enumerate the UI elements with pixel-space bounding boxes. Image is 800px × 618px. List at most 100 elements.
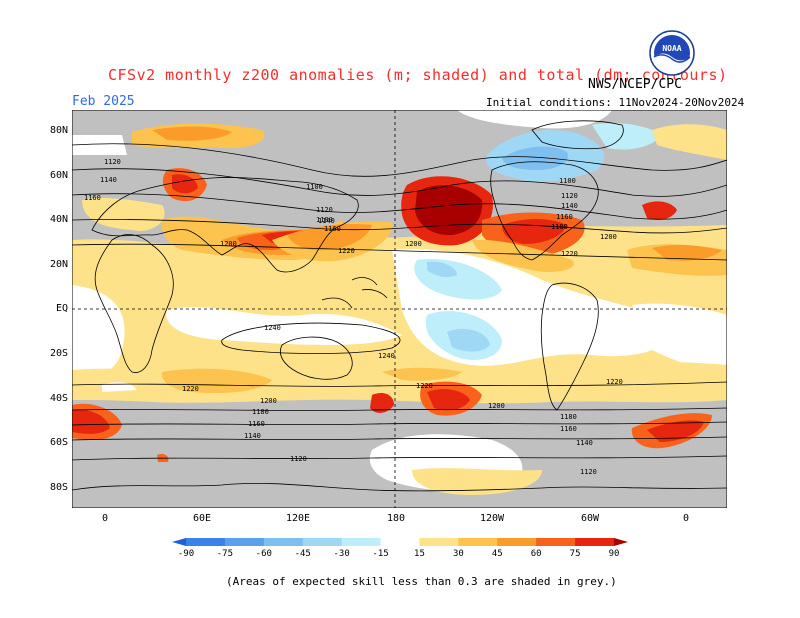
positive-anomaly-75 xyxy=(172,174,198,194)
contour-line xyxy=(72,143,727,177)
colorbar-swatch xyxy=(575,538,615,546)
colorbar-swatch xyxy=(263,538,304,546)
contour-line xyxy=(72,219,727,234)
noaa-logo: NOAA xyxy=(649,30,695,76)
latitude-label: 60N xyxy=(49,169,68,181)
positive-anomaly-75 xyxy=(502,218,567,244)
contour-label: 1220 xyxy=(416,382,433,390)
colorbar-swatch xyxy=(302,538,343,546)
contour-label: 1160 xyxy=(324,225,341,233)
contour-label: 1140 xyxy=(576,439,593,447)
longitude-label: 0 xyxy=(682,513,690,524)
positive-anomaly-75 xyxy=(72,409,110,434)
contour-label: 1200 xyxy=(220,240,237,248)
positive-anomaly-15 xyxy=(652,124,727,160)
antarctica-outline xyxy=(72,482,727,492)
chart-title: CFSv2 monthly z200 anomalies (m; shaded)… xyxy=(108,66,728,84)
agency-label: NWS/NCEP/CPC xyxy=(588,77,682,92)
contour-label: 1100 xyxy=(306,183,323,191)
colorbar-swatch xyxy=(186,538,226,546)
negative-anomaly-15 xyxy=(592,123,662,150)
contour-line xyxy=(221,322,401,354)
greenland-outline xyxy=(531,120,624,150)
colorbar-swatch xyxy=(419,538,459,546)
contour-line xyxy=(72,407,727,411)
colorbar-swatch xyxy=(497,538,537,546)
positive-anomaly-45 xyxy=(287,224,372,251)
colorbar: -90 -75 -60 -45 -30 -15 15 30 45 60 75 90 xyxy=(172,538,628,558)
longitude-label: 120W xyxy=(479,513,505,524)
colorbar-swatch xyxy=(380,538,420,546)
latitude-label: 40S xyxy=(49,392,68,404)
positive-anomaly-15 xyxy=(72,225,727,387)
noaa-logo-text: NOAA xyxy=(662,44,681,53)
longitude-label: 60E xyxy=(192,513,212,524)
noaa-logo-wave xyxy=(654,53,690,72)
contour-label: 1220 xyxy=(606,378,623,386)
latitude-label: 80N xyxy=(49,125,68,136)
coastlines xyxy=(72,120,727,492)
noaa-logo-wave-line xyxy=(653,54,691,63)
colorbar-label: -45 xyxy=(295,549,311,558)
neutral-zone xyxy=(166,307,402,345)
contour-label: 1160 xyxy=(248,420,265,428)
contour-label: 1240 xyxy=(264,324,281,332)
longitude-label: 180 xyxy=(386,513,406,524)
contour-line xyxy=(72,436,727,441)
initial-conditions: Initial conditions: 11Nov2024-20Nov2024 xyxy=(486,96,745,109)
positive-anomaly-45 xyxy=(652,244,722,261)
positive-anomaly-30 xyxy=(161,368,272,394)
contour-labels: 1120 1140 1160 1100 1120 1140 1160 1200 … xyxy=(84,158,623,476)
neutral-zone xyxy=(72,135,127,155)
longitude-label: 60W xyxy=(580,513,600,524)
latitude-label: 60S xyxy=(49,437,68,449)
neutral-zone xyxy=(457,110,612,129)
negative-anomaly-30 xyxy=(427,261,457,278)
footnote: (Areas of expected skill less than 0.3 a… xyxy=(226,575,617,588)
colorbar-label: -15 xyxy=(372,549,388,558)
neutral-zone xyxy=(72,285,125,377)
latitude-label: 20S xyxy=(49,348,68,359)
latitude-label: 40N xyxy=(49,214,68,226)
islands-outline xyxy=(321,277,388,309)
contour-label: 1240 xyxy=(378,352,395,360)
contour-label: 1140 xyxy=(561,202,578,210)
contour-label: 1180 xyxy=(551,223,568,231)
contour-label: 1200 xyxy=(260,397,277,405)
colorbar-label: -30 xyxy=(334,549,350,558)
positive-anomaly-30 xyxy=(382,367,462,381)
colorbar-swatch xyxy=(536,538,576,546)
forecast-month: Feb 2025 xyxy=(72,94,135,109)
neutral-zone xyxy=(632,303,727,371)
eurasia-outline xyxy=(91,177,359,273)
contour-label: 1160 xyxy=(84,194,101,202)
contour-label: 1180 xyxy=(252,408,269,416)
australia-outline xyxy=(280,336,353,380)
positive-anomaly-75 xyxy=(427,389,470,411)
colorbar-label: 60 xyxy=(531,549,542,558)
colorbar-swatch xyxy=(341,538,382,546)
contour-label: 1160 xyxy=(560,425,577,433)
contour-line xyxy=(72,455,727,461)
latitude-label: EQ xyxy=(55,303,68,315)
colorbar-label: 30 xyxy=(453,549,464,558)
positive-anomaly-75 xyxy=(647,420,704,442)
contour-label: 1120 xyxy=(290,455,307,463)
latitude-label: 80S xyxy=(49,481,68,493)
longitude-label: 0 xyxy=(101,513,109,524)
positive-anomaly-15 xyxy=(412,468,542,495)
contour-label: 1120 xyxy=(104,158,121,166)
colorbar-swatch xyxy=(172,538,186,546)
anomaly-map: 1120 1140 1160 1100 1120 1140 1160 1200 … xyxy=(72,110,727,508)
positive-anomaly-90 xyxy=(415,185,483,236)
colorbar-label: 45 xyxy=(492,549,503,558)
contour-label: 1100 xyxy=(559,177,576,185)
contour-line xyxy=(72,193,727,220)
contour-label: 1180 xyxy=(560,413,577,421)
negative-anomaly-30 xyxy=(447,328,490,352)
longitude-label: 120E xyxy=(285,513,311,524)
contour-label: 1200 xyxy=(488,402,505,410)
colorbar-label: -60 xyxy=(256,549,272,558)
map-shading xyxy=(72,110,727,508)
contour-label: 1160 xyxy=(556,213,573,221)
